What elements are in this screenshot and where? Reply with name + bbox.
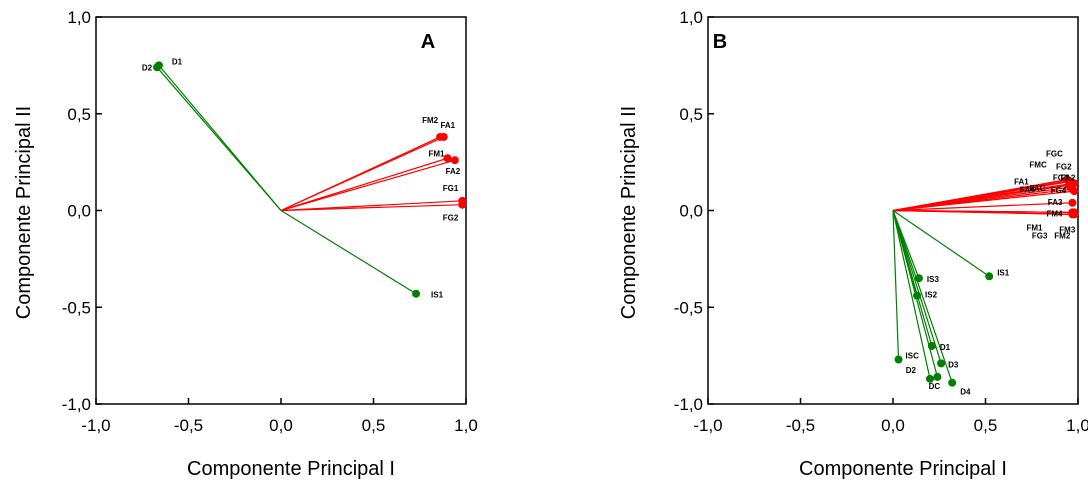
point-label: FGC <box>1046 150 1063 159</box>
point-label: D1 <box>940 343 951 352</box>
data-point <box>450 156 459 165</box>
x-tick-label: 1,0 <box>454 416 478 435</box>
x-tick-label: -0,5 <box>786 416 815 435</box>
loading-vector <box>892 210 990 277</box>
point-label: IS1 <box>431 291 444 300</box>
y-tick-label: 0,5 <box>67 105 91 124</box>
point-label: FA1 <box>440 121 455 130</box>
x-tick-label: -0,5 <box>174 416 203 435</box>
data-point <box>937 359 946 368</box>
data-point <box>1070 208 1079 217</box>
y-tick-label: -1,0 <box>62 395 91 414</box>
point-label: FAC <box>1029 184 1045 193</box>
loading-vector <box>280 157 448 212</box>
point-label: FM1 <box>1026 223 1043 232</box>
loading-vector <box>280 136 445 212</box>
point-label: FM2 <box>422 116 439 125</box>
x-axis-title: Componente Principal I <box>187 458 395 480</box>
point-label: FG3 <box>1032 231 1048 240</box>
data-point <box>154 61 163 70</box>
y-tick-label: 1,0 <box>679 8 703 27</box>
point-label: FM3 <box>1059 225 1076 234</box>
y-axis-title: Componente Principal II <box>618 106 640 319</box>
panel-letter: B <box>713 31 727 53</box>
data-point <box>948 378 957 387</box>
point-label: FMC <box>1029 161 1047 170</box>
loading-vector <box>892 210 942 364</box>
point-label: FG4 <box>1051 186 1067 195</box>
point-label: FG1 <box>443 184 459 193</box>
point-label: D3 <box>948 360 959 369</box>
loading-vector <box>158 64 282 211</box>
data-point <box>412 289 421 298</box>
data-point <box>1070 187 1079 196</box>
point-label: ISC <box>906 351 920 360</box>
y-tick-label: 1,0 <box>67 8 91 27</box>
data-point <box>927 341 936 350</box>
y-tick-label: -0,5 <box>62 298 91 317</box>
point-label: FA4 <box>1020 185 1035 194</box>
point-label: D4 <box>960 388 971 397</box>
x-tick-label: 0,0 <box>881 416 905 435</box>
point-label: FG2 <box>443 214 459 223</box>
data-point <box>985 272 994 281</box>
point-label: DC <box>929 382 941 391</box>
point-label: FA3 <box>1048 198 1063 207</box>
point-label: D2 <box>906 366 917 375</box>
data-point <box>914 274 923 283</box>
y-tick-label: -0,5 <box>674 298 703 317</box>
data-point <box>913 291 922 300</box>
loading-vector <box>892 202 1073 212</box>
loading-vector <box>280 159 456 212</box>
data-point <box>926 374 934 383</box>
point-label: FA2 <box>446 167 461 176</box>
point-label: D2 <box>142 63 153 72</box>
x-tick-label: -1,0 <box>81 416 110 435</box>
chart-panel-a: -1,0 -0,5 0,0 0,5 1,0 1,0 0,5 0,0 -0,5 -1,0 Compon… <box>13 8 478 480</box>
loading-vector <box>892 190 1075 212</box>
x-tick-label: 0,5 <box>974 416 998 435</box>
data-point <box>894 355 903 364</box>
y-tick-label: 0,0 <box>67 202 91 221</box>
point-label: FA2 <box>1061 173 1076 182</box>
loading-vector <box>892 210 953 383</box>
loading-vector <box>280 204 463 212</box>
chart-panel-b: -1,0 -0,5 0,0 0,5 1,0 1,0 0,5 0,0 -0,5 -1,0 Compon… <box>618 8 1088 480</box>
x-tick-label: 1,0 <box>1066 416 1088 435</box>
loading-vector <box>280 200 463 212</box>
point-label: IS1 <box>997 268 1010 277</box>
loading-vector <box>892 210 931 379</box>
loading-vector <box>280 209 417 295</box>
data-point <box>933 372 942 381</box>
panel-letter: A <box>421 31 435 53</box>
y-tick-label: 0,5 <box>679 105 703 124</box>
data-point <box>458 200 467 209</box>
point-label: FA1 <box>1014 177 1029 186</box>
point-label: FM2 <box>1054 231 1071 240</box>
x-tick-label: -1,0 <box>693 416 722 435</box>
loading-vector <box>892 209 1075 214</box>
data-point <box>439 132 448 141</box>
data-point <box>443 154 452 163</box>
point-label: IS3 <box>927 275 940 284</box>
point-label: FG1 <box>1053 173 1069 182</box>
point-label: FM4 <box>1046 209 1063 218</box>
y-axis-title: Componente Principal II <box>13 106 35 319</box>
x-tick-label: 0,0 <box>269 416 293 435</box>
point-label: FM1 <box>429 149 446 158</box>
loading-vector <box>892 210 900 360</box>
point-label: IS2 <box>925 291 938 300</box>
y-tick-label: 0,0 <box>679 202 703 221</box>
point-label: D1 <box>172 57 183 66</box>
point-label: FG2 <box>1056 162 1072 171</box>
x-axis-title: Componente Principal I <box>799 458 1007 480</box>
y-tick-label: -1,0 <box>674 395 703 414</box>
x-tick-label: 0,5 <box>362 416 386 435</box>
data-point <box>1068 198 1077 207</box>
